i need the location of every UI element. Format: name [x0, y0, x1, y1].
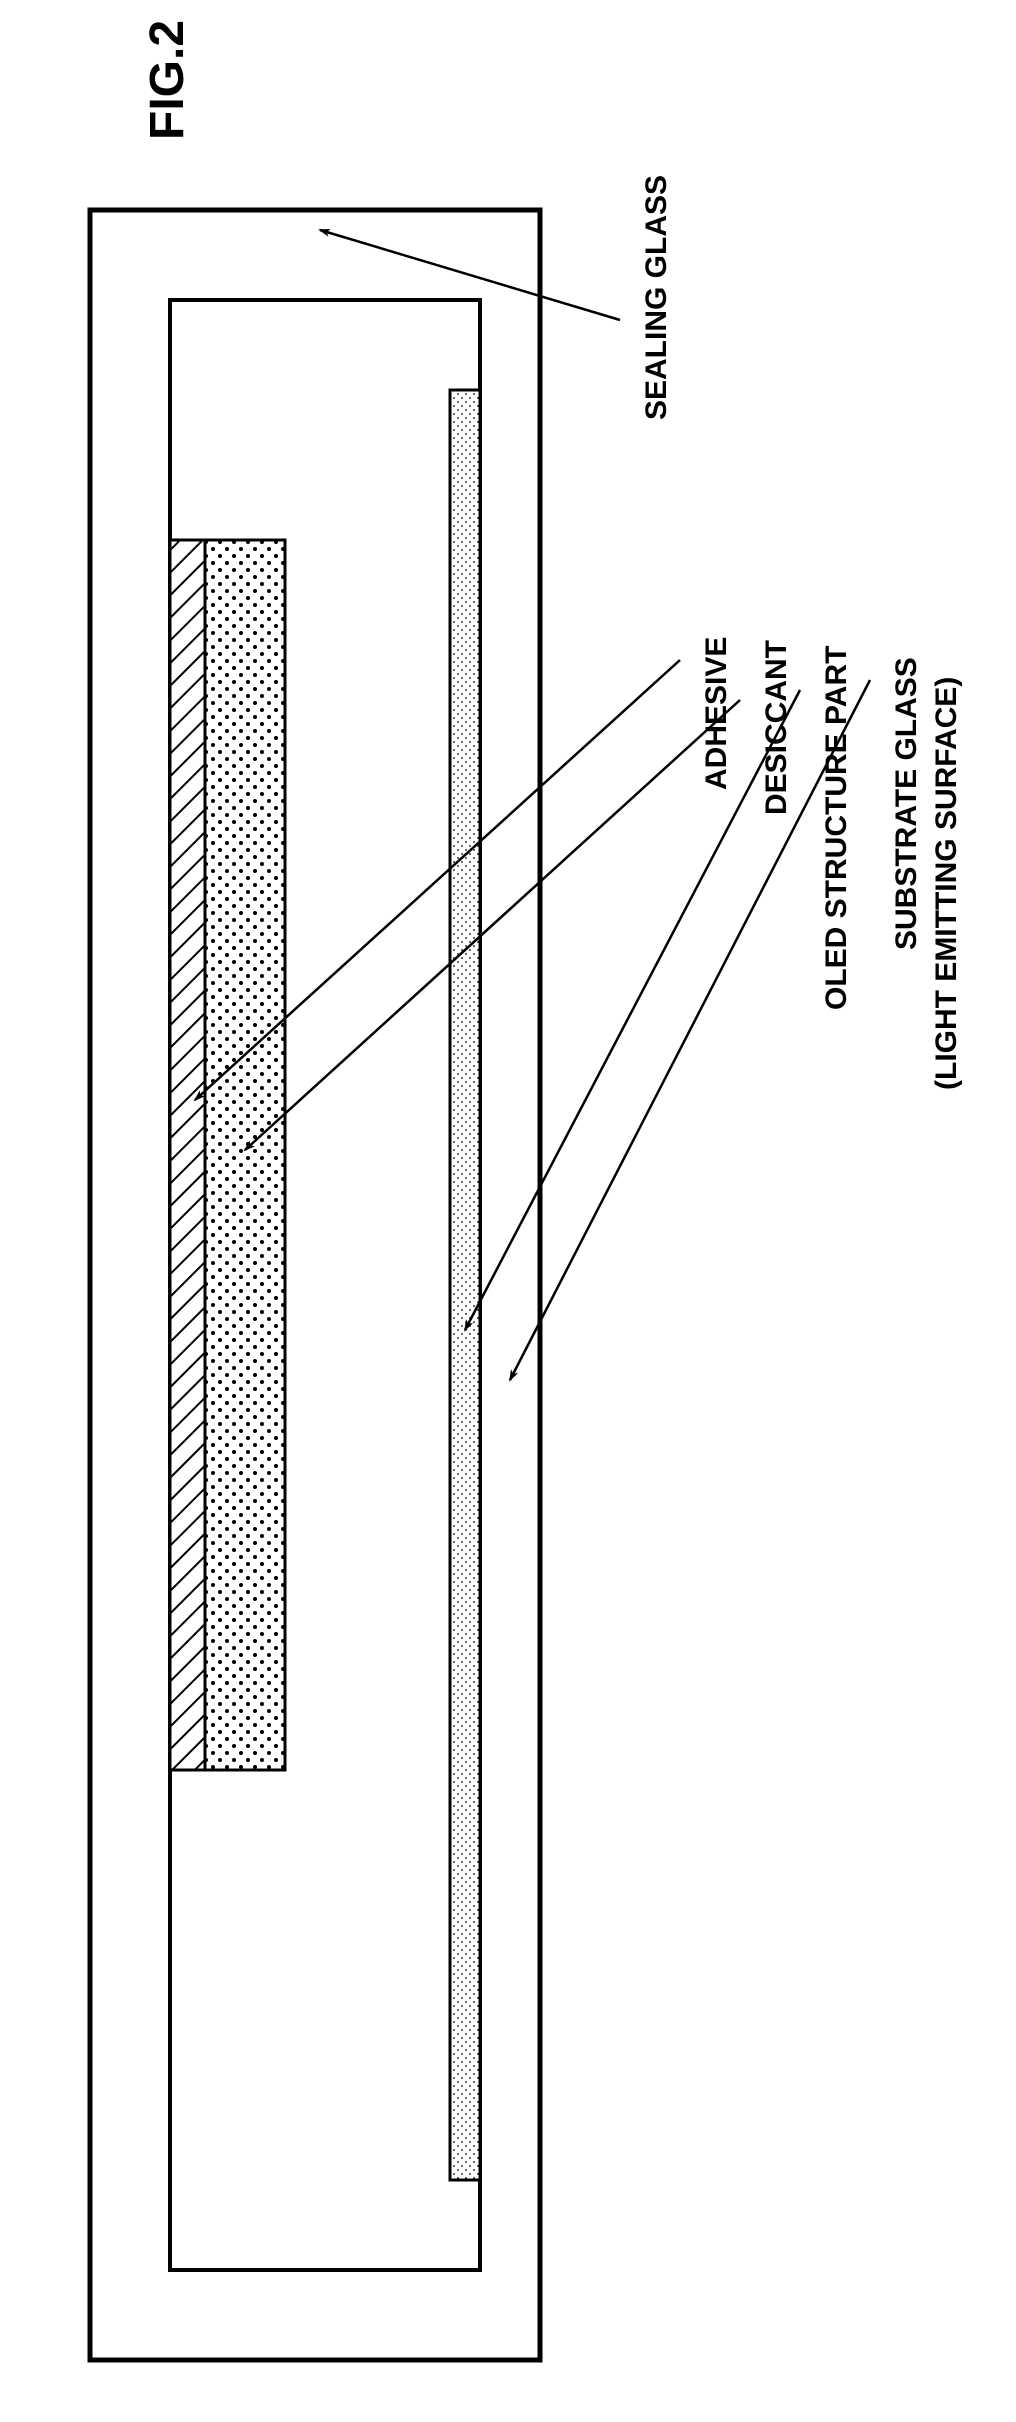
figure-container: FIG.2 SEALING GLASS ADHESIVE DESICCANT O…: [20, 20, 1016, 2402]
figure-title: FIG.2: [140, 20, 195, 140]
adhesive-rect: [170, 540, 205, 1770]
label-oled-structure: OLED STRUCTURE PART: [820, 646, 854, 1010]
label-substrate-glass-2: (LIGHT EMITTING SURFACE): [930, 677, 964, 1090]
label-adhesive: ADHESIVE: [700, 637, 734, 790]
label-desiccant: DESICCANT: [760, 640, 794, 815]
arrow-substrate-glass: [510, 680, 870, 1380]
diagram-svg: [20, 20, 1016, 2402]
label-sealing-glass: SEALING GLASS: [640, 175, 674, 420]
oled-structure-rect: [450, 390, 480, 2180]
label-substrate-glass-1: SUBSTRATE GLASS: [890, 657, 924, 950]
desiccant-rect: [205, 540, 285, 1770]
